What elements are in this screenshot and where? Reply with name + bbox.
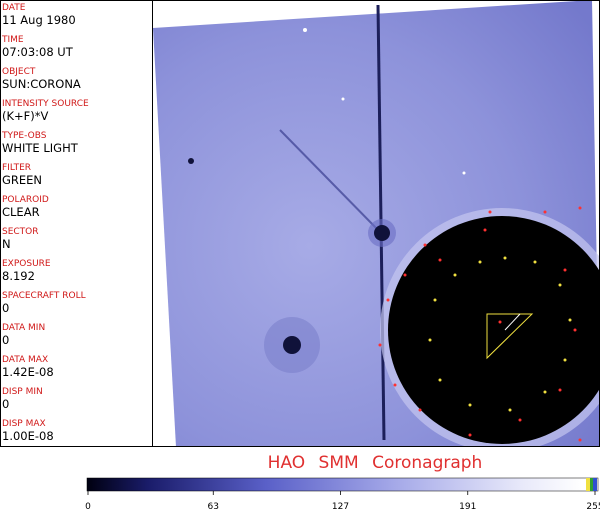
field-value: SUN:CORONA	[2, 77, 81, 91]
field-label: DISP MAX	[2, 419, 46, 429]
field-value: 0	[2, 397, 9, 411]
field-label: INTENSITY SOURCE	[2, 99, 89, 109]
colorbar-ticks: 0 63 127 191 255	[85, 491, 600, 512]
field-label: TIME	[1, 35, 24, 45]
field-label: EXPOSURE	[2, 259, 51, 269]
field-value: 1.00E-08	[2, 429, 54, 443]
tick-label: 127	[332, 502, 349, 512]
field-label: DATE	[2, 3, 26, 13]
tick-label: 191	[459, 502, 476, 512]
info-panel	[0, 0, 153, 447]
field-value: 07:03:08 UT	[2, 45, 74, 59]
field-value: (K+F)*V	[2, 109, 49, 123]
field-value: GREEN	[2, 173, 42, 187]
field-value: CLEAR	[2, 205, 40, 219]
tick-label: 63	[208, 502, 219, 512]
field-value: 1.42E-08	[2, 365, 54, 379]
colorbar-overlay-band	[593, 478, 597, 491]
title: HAO SMM Coronagraph	[268, 453, 483, 473]
field-value: 11 Aug 1980	[2, 13, 76, 27]
colorbar-overlay-band	[586, 478, 590, 491]
field-label: TYPE-OBS	[1, 131, 47, 141]
field-label: FILTER	[2, 163, 31, 173]
field-label: SPACECRAFT ROLL	[2, 291, 86, 301]
field-value: N	[2, 237, 11, 251]
colorbar-overlay-band	[590, 478, 593, 491]
field-label: DATA MAX	[2, 355, 48, 365]
tick-label: 255	[586, 502, 600, 512]
tick-label: 0	[85, 502, 91, 512]
field-label: DISP MIN	[2, 387, 43, 397]
field-label: OBJECT	[2, 67, 36, 77]
field-label: SECTOR	[2, 227, 39, 237]
colorbar	[86, 477, 599, 492]
field-value: 0	[2, 301, 9, 315]
field-label: DATA MIN	[2, 323, 45, 333]
field-value: WHITE LIGHT	[2, 141, 79, 155]
field-value: 0	[2, 333, 9, 347]
field-value: 8.192	[2, 269, 35, 283]
coronagraph-image	[153, 0, 600, 447]
field-label: POLAROID	[2, 195, 49, 205]
